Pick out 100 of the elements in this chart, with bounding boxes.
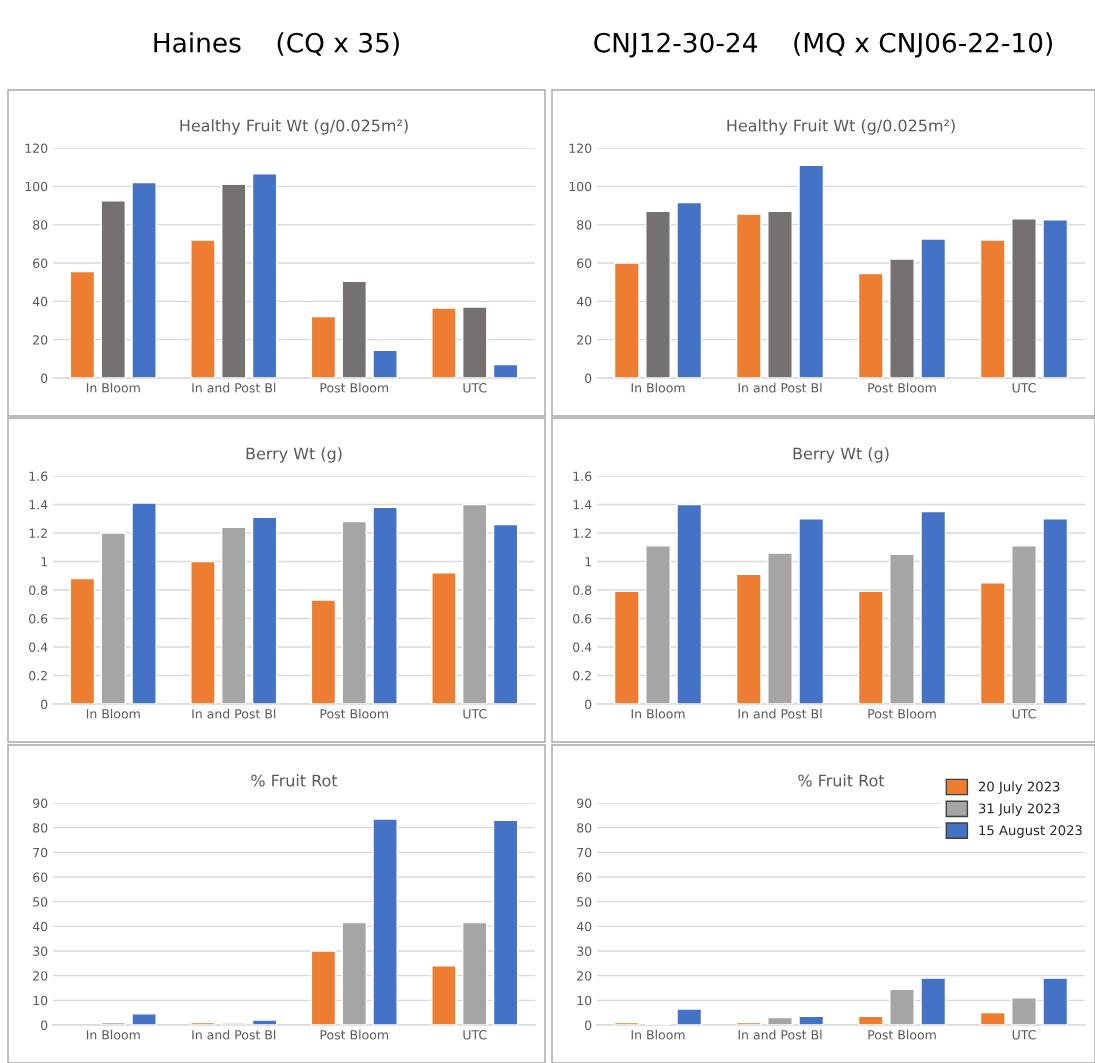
y-tick-label: 0.4 xyxy=(29,642,48,652)
bar xyxy=(310,315,337,378)
bar xyxy=(645,210,671,378)
bar xyxy=(1011,218,1037,378)
y-tick-label: 1.4 xyxy=(29,500,48,510)
y-tick-label: 1 xyxy=(41,557,47,567)
bar xyxy=(462,503,488,704)
bar xyxy=(676,503,703,704)
y-tick-label: 1.6 xyxy=(29,471,48,481)
bar xyxy=(372,506,398,704)
y-tick-label: 1.2 xyxy=(573,528,591,538)
y-tick-label: 40 xyxy=(32,296,48,307)
y-tick-label: 0 xyxy=(585,1020,592,1030)
y-tick-label: 1 xyxy=(585,557,591,567)
y-tick-label: 90 xyxy=(33,798,48,808)
bar xyxy=(979,1011,1006,1025)
legend-label: 31 July 2023 xyxy=(978,803,1060,816)
bar xyxy=(979,239,1006,378)
bar xyxy=(735,1021,762,1025)
y-tick-label: 80 xyxy=(33,220,48,230)
x-tick-label: Post Bloom xyxy=(868,708,936,719)
y-tick-label: 90 xyxy=(577,798,592,808)
y-tick-label: 0.2 xyxy=(573,670,591,681)
y-tick-label: 0 xyxy=(41,373,48,383)
y-tick-label: 20 xyxy=(33,971,48,981)
y-tick-label: 30 xyxy=(33,946,48,956)
bar xyxy=(767,210,793,378)
y-tick-label: 100 xyxy=(569,181,592,192)
bar xyxy=(251,1019,278,1025)
x-tick-label: UTC xyxy=(1012,383,1036,393)
y-tick-label: 70 xyxy=(577,847,592,858)
bar xyxy=(69,270,96,378)
x-tick-label: In and Post Bl xyxy=(738,1029,822,1040)
bar xyxy=(798,1015,825,1025)
y-tick-label: 1.6 xyxy=(573,471,592,481)
bar xyxy=(462,306,488,378)
y-tick-label: 40 xyxy=(576,296,592,307)
y-tick-label: 70 xyxy=(33,847,48,858)
chart-title: % Fruit Rot xyxy=(798,774,885,787)
x-tick-label: In Bloom xyxy=(631,1029,685,1040)
y-tick-label: 120 xyxy=(569,143,592,153)
x-tick-label: UTC xyxy=(463,709,487,719)
bar xyxy=(798,518,825,704)
bar xyxy=(857,590,884,704)
bar xyxy=(69,577,96,704)
y-tick-label: 80 xyxy=(577,823,592,833)
bar xyxy=(1042,219,1069,378)
bar xyxy=(131,502,157,704)
bar xyxy=(221,526,247,704)
bar xyxy=(251,516,278,704)
y-tick-label: 50 xyxy=(577,897,592,907)
y-tick-label: 0 xyxy=(585,699,592,709)
bar xyxy=(613,590,640,704)
bar xyxy=(431,572,457,704)
x-tick-label: In Bloom xyxy=(631,708,685,719)
bar xyxy=(676,1008,703,1025)
bar xyxy=(889,988,915,1025)
bar xyxy=(431,307,457,378)
y-tick-label: 0.8 xyxy=(573,585,592,595)
bar xyxy=(100,1021,126,1025)
x-tick-label: Post Bloom xyxy=(868,1029,936,1040)
y-tick-label: 60 xyxy=(577,258,592,268)
bar xyxy=(889,553,915,704)
y-tick-label: 60 xyxy=(33,872,48,882)
x-tick-label: In Bloom xyxy=(86,708,140,719)
bar xyxy=(100,532,126,704)
bar xyxy=(676,201,703,378)
legend-label: 15 August 2023 xyxy=(979,825,1082,838)
bar xyxy=(100,200,126,378)
y-tick-label: 0.2 xyxy=(29,670,47,681)
bar xyxy=(251,173,278,378)
bar xyxy=(645,545,671,704)
x-tick-label: In Bloom xyxy=(631,382,685,393)
bar xyxy=(131,1013,157,1025)
y-tick-label: 50 xyxy=(33,897,48,907)
x-tick-label: Post Bloom xyxy=(320,382,389,393)
bar xyxy=(857,272,884,378)
y-tick-label: 0.4 xyxy=(573,642,592,652)
y-tick-label: 20 xyxy=(577,335,592,345)
chart-title: Healthy Fruit Wt (g/0.025m²) xyxy=(727,119,955,135)
y-tick-label: 20 xyxy=(577,971,592,981)
bar xyxy=(735,573,762,704)
y-tick-label: 0.6 xyxy=(29,613,48,624)
y-tick-label: 0 xyxy=(585,373,592,383)
x-tick-label: In and Post Bl xyxy=(738,382,822,393)
y-tick-label: 40 xyxy=(576,921,592,932)
chart-title: Healthy Fruit Wt (g/0.025m²) xyxy=(180,119,408,135)
bar xyxy=(1042,977,1069,1025)
bar xyxy=(190,1021,216,1025)
bar xyxy=(462,921,488,1025)
bar xyxy=(920,238,947,378)
x-tick-label: Post Bloom xyxy=(320,1029,389,1040)
bar xyxy=(1011,997,1037,1025)
bar xyxy=(1042,518,1069,704)
y-tick-label: 30 xyxy=(577,946,592,956)
y-tick-label: 10 xyxy=(33,995,48,1006)
chart-subtitle: CNJ12-30-24 (MQ x CNJ06-22-10) xyxy=(594,32,1052,58)
bar xyxy=(979,582,1006,704)
y-tick-label: 100 xyxy=(25,181,48,192)
bar xyxy=(920,977,947,1025)
